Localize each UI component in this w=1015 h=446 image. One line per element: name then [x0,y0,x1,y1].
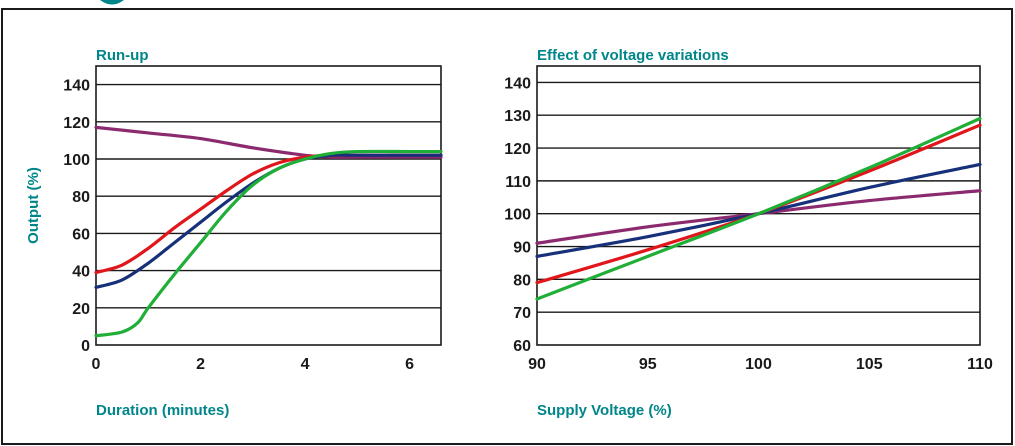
series-line-4 [94,149,443,338]
x-tick-label: 0 [92,356,101,373]
y-tick-label: 0 [81,338,90,355]
y-tick-label: 80 [513,272,531,289]
voltage-variation-chart: 60 70 80 90 100 110 120 130 140 90 95 100 105 110 Effe… [504,47,993,419]
y-tick-label: 90 [513,240,531,257]
y-tick-label: 130 [504,108,531,125]
series-line-4 [535,116,982,301]
x-tick-label: 105 [856,356,883,373]
chart-title: Effect of voltage variations [537,47,729,64]
cropped-heading-fragment [100,0,124,5]
y-tick-label: 120 [63,115,90,132]
y-tick-label: 60 [72,226,90,243]
x-tick-label: 90 [528,356,546,373]
y-tick-label: 80 [72,189,90,206]
chart-title: Run-up [96,47,148,64]
y-tick-label: 140 [63,78,90,95]
y-tick-label: 70 [513,305,531,322]
series-line-1 [94,125,443,159]
plot-area [536,65,981,346]
x-tick-label: 2 [196,356,205,373]
x-tick-label: 95 [639,356,657,373]
x-tick-label: 110 [967,356,993,373]
x-axis-label: Supply Voltage (%) [537,402,672,419]
figure-frame [1,8,1013,445]
y-tick-label: 60 [513,338,531,355]
y-tick-label: 100 [63,152,90,169]
x-tick-label: 4 [301,356,310,373]
plot-area [95,65,442,346]
run-up-chart: 0 20 40 60 80 100 120 140 0 2 4 6 Run-up Duration (mi… [25,47,443,419]
x-axis-label: Duration (minutes) [96,402,229,419]
y-tick-label: 110 [505,174,531,191]
x-tick-label: 100 [745,356,772,373]
y-tick-label: 140 [504,75,531,92]
y-tick-label: 40 [72,264,90,281]
y-tick-label: 100 [504,207,531,224]
y-tick-label: 20 [72,301,90,318]
y-axis-label: Output (%) [25,167,42,244]
y-tick-label: 120 [504,141,531,158]
x-tick-label: 6 [405,356,414,373]
